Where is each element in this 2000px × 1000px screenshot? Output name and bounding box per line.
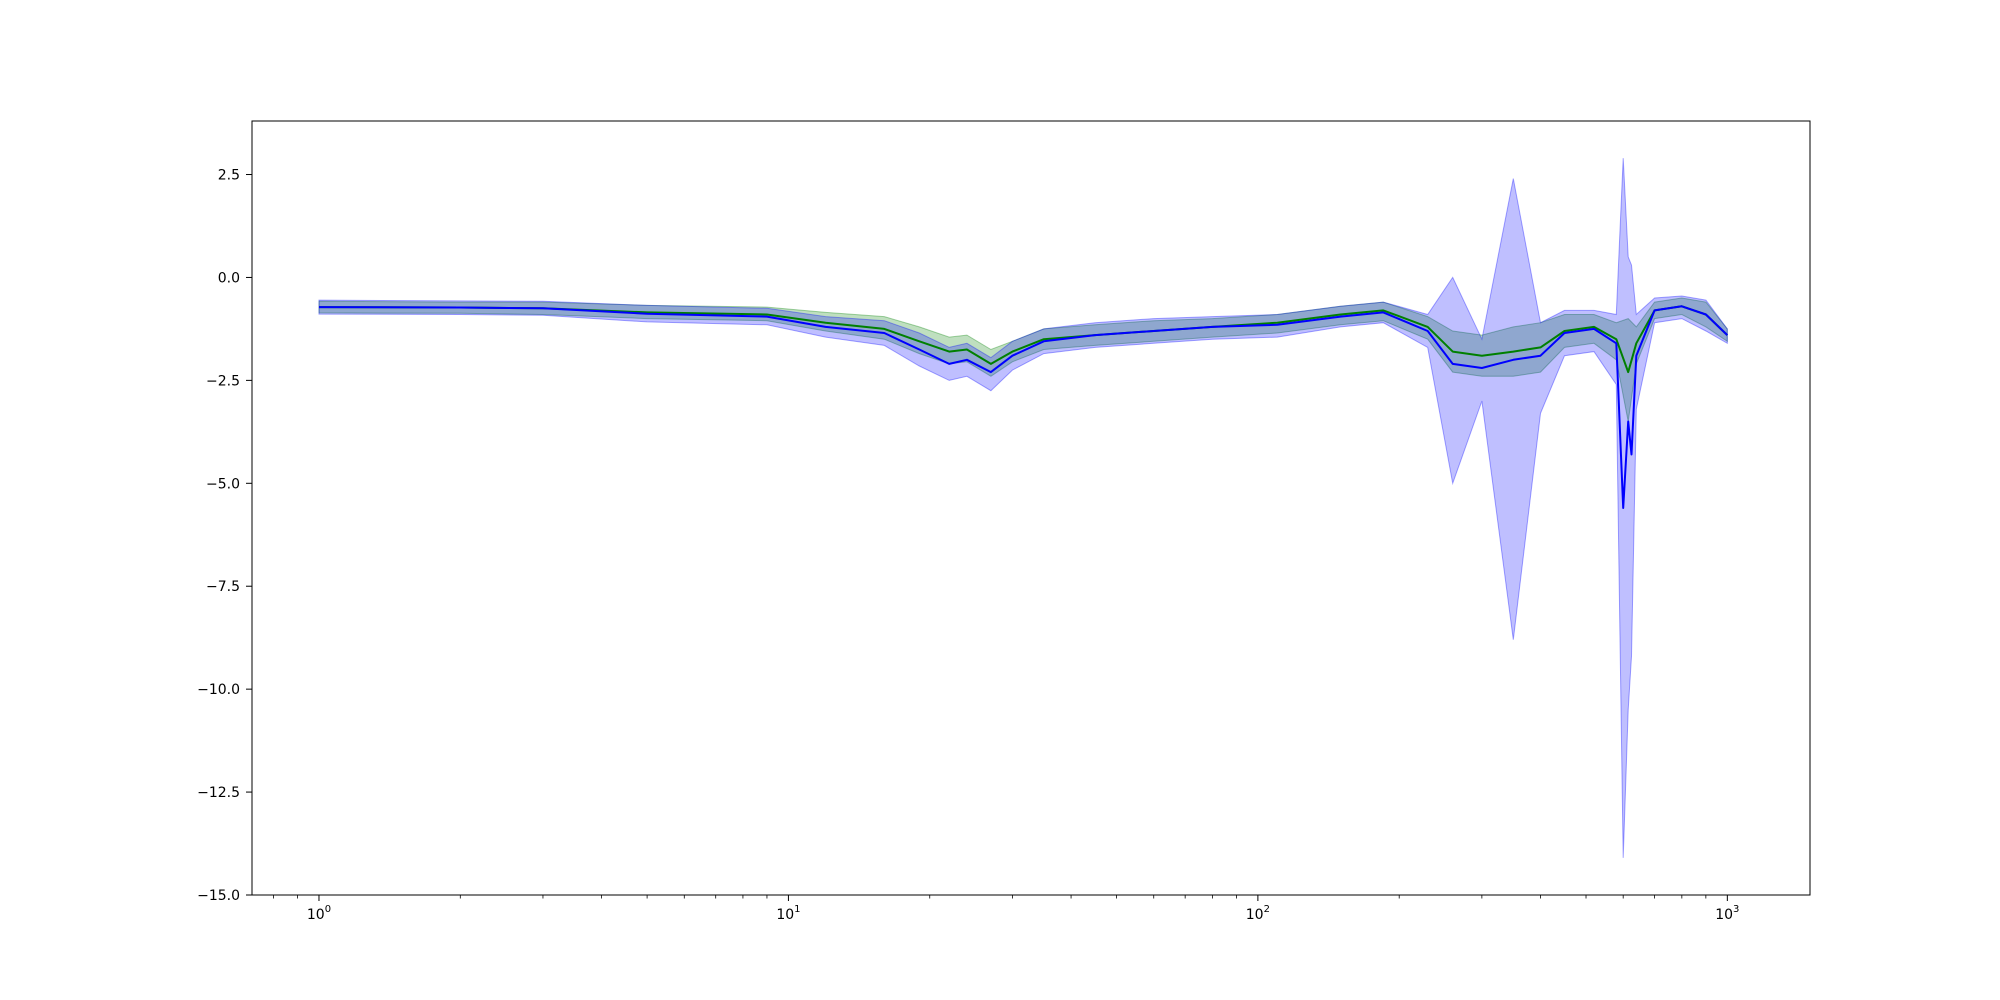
y-tick-label: −7.5	[206, 579, 240, 595]
x-axis: 100 101 102 103	[273, 895, 1739, 923]
y-tick-label: −5.0	[206, 476, 240, 492]
y-tick-label: −2.5	[206, 373, 240, 389]
plot-frame	[251, 120, 1811, 896]
y-tick-label: 0.0	[218, 270, 240, 286]
series-2-band	[318, 158, 1728, 858]
y-tick-label: 2.5	[218, 168, 240, 184]
y-axis: 2.5 0.0 −2.5 −5.0 −7.5 −10.0 −12.5 −15.0	[197, 168, 252, 904]
series-1-line	[318, 305, 1728, 374]
y-tick-label: −10.0	[197, 682, 240, 698]
x-tick-label: 103	[1715, 904, 1739, 923]
confidence-bands	[318, 158, 1728, 858]
series-lines	[318, 305, 1728, 509]
x-tick-label: 101	[776, 904, 800, 923]
x-tick-label: 100	[307, 904, 331, 923]
series-2-line	[318, 305, 1728, 509]
y-tick-label: −12.5	[197, 785, 240, 801]
series-1-band	[318, 297, 1728, 422]
x-tick-label: 102	[1246, 904, 1270, 923]
y-tick-label: −15.0	[197, 888, 240, 904]
